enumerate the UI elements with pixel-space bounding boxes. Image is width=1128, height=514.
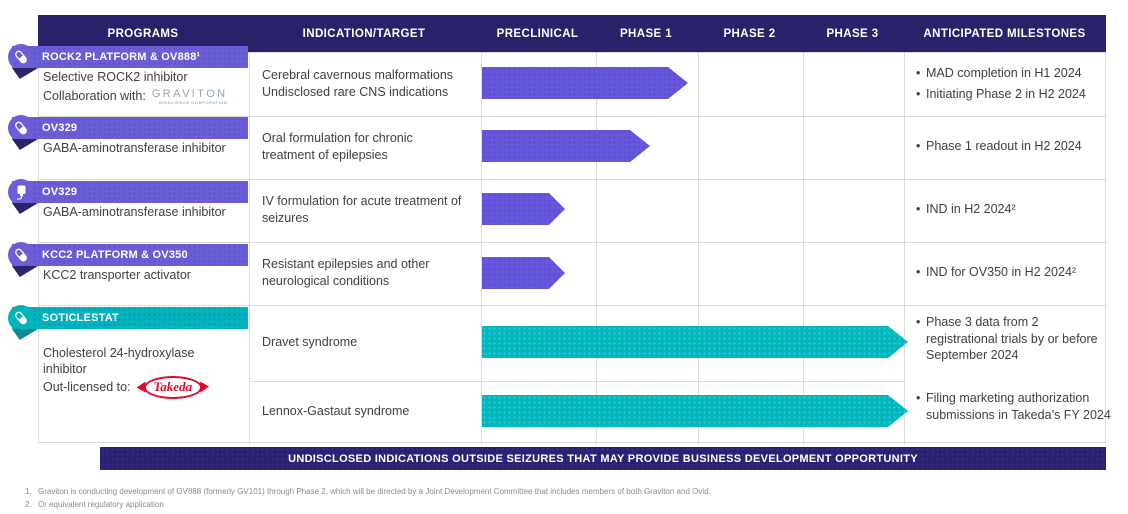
- graviton-name: GRAVIT: [151, 88, 207, 100]
- footnotes: 1. Graviton is conducting development of…: [25, 486, 1115, 511]
- grid-line: [39, 179, 1107, 180]
- business-development-banner: UNDISCLOSED INDICATIONS OUTSIDE SEIZURES…: [100, 447, 1106, 470]
- program-title: ROCK2 PLATFORM & OV888¹: [42, 51, 201, 63]
- banner-text: UNDISCLOSED INDICATIONS OUTSIDE SEIZURES…: [288, 452, 918, 465]
- graviton-logo: GRAVITON BIOSCIENCE CORPORATION: [152, 87, 228, 105]
- indication-cell: Oral formulation for chronic treatment o…: [250, 115, 462, 178]
- ribbon-fold: [12, 266, 38, 277]
- phase-arrow-ov329-iv: [482, 193, 565, 225]
- grid-line: [904, 53, 905, 444]
- col-header-phase1: PHASE 1: [619, 27, 672, 40]
- pipeline-grid: [38, 52, 1107, 444]
- milestone-item: IND for OV350 in H2 2024²: [916, 264, 1102, 281]
- milestones-cell: Phase 1 readout in H2 2024: [916, 115, 1102, 178]
- program-subtitle: Selective ROCK2 inhibitor: [43, 70, 188, 84]
- program-subtitle: GABA-aminotransferase inhibitor: [43, 205, 226, 219]
- table-header: PROGRAMS INDICATION/TARGET PRECLINICAL P…: [38, 15, 1106, 52]
- indication-text: Resistant epilepsies and other neurologi…: [262, 257, 430, 288]
- col-header-programs: PROGRAMS: [107, 27, 179, 40]
- takeda-logo: Takeda: [136, 375, 210, 399]
- program-subtitle: KCC2 transporter activator: [43, 268, 191, 282]
- program-ribbon-rock2: ROCK2 PLATFORM & OV888¹: [8, 44, 248, 79]
- milestone-item: Filing marketing authorization submissio…: [916, 390, 1112, 423]
- partner-label: Collaboration with:: [43, 89, 146, 103]
- grid-line: [39, 305, 1107, 306]
- takeda-wing-icon: [136, 381, 146, 393]
- program-ribbon-ov329-iv: OV329: [8, 179, 248, 214]
- takeda-wordmark: Takeda: [143, 375, 203, 399]
- ribbon-fold: [12, 139, 38, 150]
- indication-cell: IV formulation for acute treatment of se…: [250, 178, 474, 241]
- indication-text: Oral formulation for chronic treatment o…: [262, 131, 413, 162]
- milestone-item: Phase 1 readout in H2 2024: [916, 138, 1102, 155]
- program-subtitle: GABA-aminotransferase inhibitor: [43, 141, 226, 155]
- partner-row: Collaboration with: GRAVITON BIOSCIENCE …: [43, 84, 228, 108]
- indication-text: Dravet syndrome: [262, 334, 358, 349]
- milestone-item: IND in H2 2024²: [916, 201, 1102, 218]
- milestones-cell: MAD completion in H1 2024 Initiating Pha…: [916, 52, 1102, 115]
- footnote-text: Or equivalent regulatory application: [38, 499, 164, 509]
- capsule-icon: [8, 305, 34, 331]
- partner-row: Out-licensed to: Takeda: [43, 374, 210, 400]
- footnote-number: 1.: [25, 487, 32, 496]
- program-title: SOTICLESTAT: [42, 312, 119, 324]
- capsule-icon: [8, 44, 34, 70]
- col-header-preclinical: PRECLINICAL: [496, 27, 579, 40]
- footnote-text: Graviton is conducting development of OV…: [38, 487, 711, 496]
- indication-text: IV formulation for acute treatment of se…: [262, 194, 462, 225]
- ribbon-fold: [12, 329, 38, 340]
- grid-line: [249, 53, 250, 444]
- capsule-icon: [8, 242, 34, 268]
- footnote-1: 1. Graviton is conducting development of…: [25, 486, 1115, 499]
- indication-cell: Resistant epilepsies and other neurologi…: [250, 241, 462, 304]
- grid-line: [39, 242, 1107, 243]
- ribbon-fold: [12, 68, 38, 79]
- program-title: OV329: [42, 186, 78, 198]
- ribbon-fold: [12, 203, 38, 214]
- col-header-indication: INDICATION/TARGET: [302, 27, 426, 40]
- partner-label: Out-licensed to:: [43, 380, 131, 394]
- milestones-cell: IND in H2 2024²: [916, 178, 1102, 241]
- indication-line: Undisclosed rare CNS indications: [262, 84, 449, 99]
- grid-line: [249, 381, 904, 382]
- indication-cell: Dravet syndrome: [250, 304, 474, 380]
- takeda-wing-icon: [200, 381, 210, 393]
- milestone-item: Initiating Phase 2 in H2 2024: [916, 86, 1102, 103]
- col-header-phase2: PHASE 2: [723, 27, 776, 40]
- program-title: KCC2 PLATFORM & OV350: [42, 249, 188, 261]
- phase-arrow-rock2: [482, 67, 688, 99]
- phase-arrow-ov329-oral: [482, 130, 650, 162]
- grid-line: [481, 53, 482, 444]
- footnote-2: 2. Or equivalent regulatory application: [25, 499, 1115, 512]
- milestone-item: Phase 3 data from 2 registrational trial…: [916, 314, 1112, 364]
- capsule-icon: [8, 115, 34, 141]
- indication-text: Lennox-Gastaut syndrome: [262, 404, 410, 419]
- grid-line: [803, 53, 804, 444]
- graviton-name-end: N: [217, 88, 228, 100]
- program-ribbon-ov329-oral: OV329: [8, 115, 248, 150]
- indication-line: Cerebral cavernous malformations: [262, 68, 454, 83]
- program-title: OV329: [42, 122, 78, 134]
- program-ribbon-kcc2: KCC2 PLATFORM & OV350: [8, 242, 248, 277]
- program-subtitle: Cholesterol 24-hydroxylase inhibitor: [43, 346, 195, 376]
- grid-line: [39, 116, 1107, 117]
- indication-cell: Lennox-Gastaut syndrome: [250, 380, 474, 443]
- col-header-phase3: PHASE 3: [826, 27, 879, 40]
- milestones-cell: IND for OV350 in H2 2024²: [916, 241, 1102, 304]
- milestone-item: MAD completion in H1 2024: [916, 65, 1102, 82]
- phase-arrow-lgs: [482, 395, 908, 427]
- program-ribbon-soticlestat: SOTICLESTAT: [8, 305, 248, 340]
- graviton-o: O: [206, 88, 218, 100]
- indication-cell: Cerebral cavernous malformations Undiscl…: [250, 52, 474, 115]
- phase-arrow-kcc2: [482, 257, 565, 289]
- graviton-tagline: BIOSCIENCE CORPORATION: [159, 100, 228, 105]
- grid-line: [698, 53, 699, 444]
- grid-line: [596, 53, 597, 444]
- phase-arrow-dravet: [482, 326, 908, 358]
- iv-bag-icon: [8, 179, 34, 205]
- footnote-number: 2.: [25, 499, 32, 509]
- col-header-milestones: ANTICIPATED MILESTONES: [923, 27, 1086, 40]
